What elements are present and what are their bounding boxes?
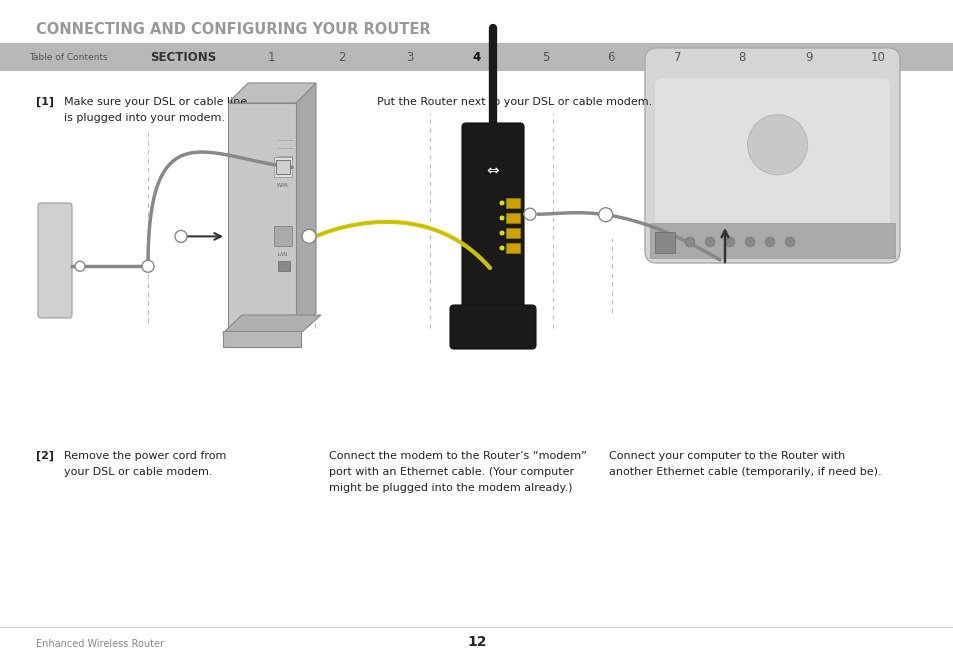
Text: Enhanced Wireless Router: Enhanced Wireless Router — [36, 639, 164, 649]
Text: 9: 9 — [804, 51, 812, 64]
Text: WAN: WAN — [276, 184, 289, 188]
Text: LAN: LAN — [277, 253, 288, 257]
Bar — [274, 226, 292, 246]
Text: 8: 8 — [738, 51, 745, 64]
Circle shape — [523, 208, 536, 220]
Circle shape — [704, 237, 714, 247]
Text: 4: 4 — [473, 51, 480, 64]
Bar — [223, 331, 301, 347]
Text: Put the Router next to your DSL or cable modem.: Put the Router next to your DSL or cable… — [376, 97, 652, 107]
Text: 3: 3 — [406, 51, 414, 64]
Circle shape — [75, 261, 85, 271]
Text: SECTIONS: SECTIONS — [150, 51, 216, 64]
Text: Connect the modem to the Router’s “modem”: Connect the modem to the Router’s “modem… — [329, 451, 586, 461]
Text: 5: 5 — [541, 51, 549, 64]
Text: 7: 7 — [673, 51, 680, 64]
Text: 1: 1 — [268, 51, 275, 64]
Text: port with an Ethernet cable. (Your computer: port with an Ethernet cable. (Your compu… — [329, 467, 574, 477]
Circle shape — [744, 237, 754, 247]
Text: might be plugged into the modem already.): might be plugged into the modem already.… — [329, 483, 572, 493]
Circle shape — [764, 237, 774, 247]
FancyBboxPatch shape — [655, 78, 889, 233]
Circle shape — [684, 237, 695, 247]
Bar — [505, 243, 519, 253]
FancyBboxPatch shape — [38, 203, 71, 318]
Text: 2: 2 — [337, 51, 345, 64]
Text: Connect your computer to the Router with: Connect your computer to the Router with — [608, 451, 844, 461]
Circle shape — [302, 229, 315, 243]
Text: 6: 6 — [606, 51, 614, 64]
Text: 10: 10 — [869, 51, 884, 64]
Text: 12: 12 — [467, 635, 486, 649]
Circle shape — [784, 237, 794, 247]
Circle shape — [499, 216, 504, 220]
Bar — [505, 213, 519, 223]
Bar — [275, 160, 290, 174]
Bar — [655, 232, 675, 253]
FancyBboxPatch shape — [644, 48, 899, 263]
FancyBboxPatch shape — [461, 123, 523, 313]
Circle shape — [142, 261, 153, 273]
Circle shape — [499, 200, 504, 206]
Circle shape — [499, 246, 504, 250]
Circle shape — [499, 230, 504, 236]
Bar — [274, 158, 292, 178]
Bar — [277, 261, 290, 271]
Text: [2]: [2] — [36, 451, 54, 461]
Bar — [505, 198, 519, 208]
Bar — [0, 43, 953, 71]
Text: Remove the power cord from: Remove the power cord from — [64, 451, 227, 461]
Text: Table of Contents: Table of Contents — [30, 53, 108, 62]
FancyBboxPatch shape — [450, 305, 536, 349]
Text: is plugged into your modem.: is plugged into your modem. — [64, 113, 225, 123]
Text: Make sure your DSL or cable line: Make sure your DSL or cable line — [64, 97, 247, 107]
Bar — [649, 223, 894, 258]
Text: CONNECTING AND CONFIGURING YOUR ROUTER: CONNECTING AND CONFIGURING YOUR ROUTER — [36, 22, 431, 37]
Text: [1]: [1] — [36, 97, 54, 107]
Polygon shape — [295, 83, 315, 333]
Text: another Ethernet cable (temporarily, if need be).: another Ethernet cable (temporarily, if … — [608, 467, 881, 477]
Text: ⇔: ⇔ — [486, 163, 498, 178]
Circle shape — [747, 115, 807, 175]
Bar — [228, 103, 295, 333]
Polygon shape — [228, 83, 315, 103]
Text: your DSL or cable modem.: your DSL or cable modem. — [64, 467, 213, 477]
Circle shape — [598, 208, 612, 222]
Polygon shape — [223, 315, 320, 333]
Bar — [505, 228, 519, 238]
Circle shape — [724, 237, 734, 247]
Circle shape — [174, 230, 187, 242]
